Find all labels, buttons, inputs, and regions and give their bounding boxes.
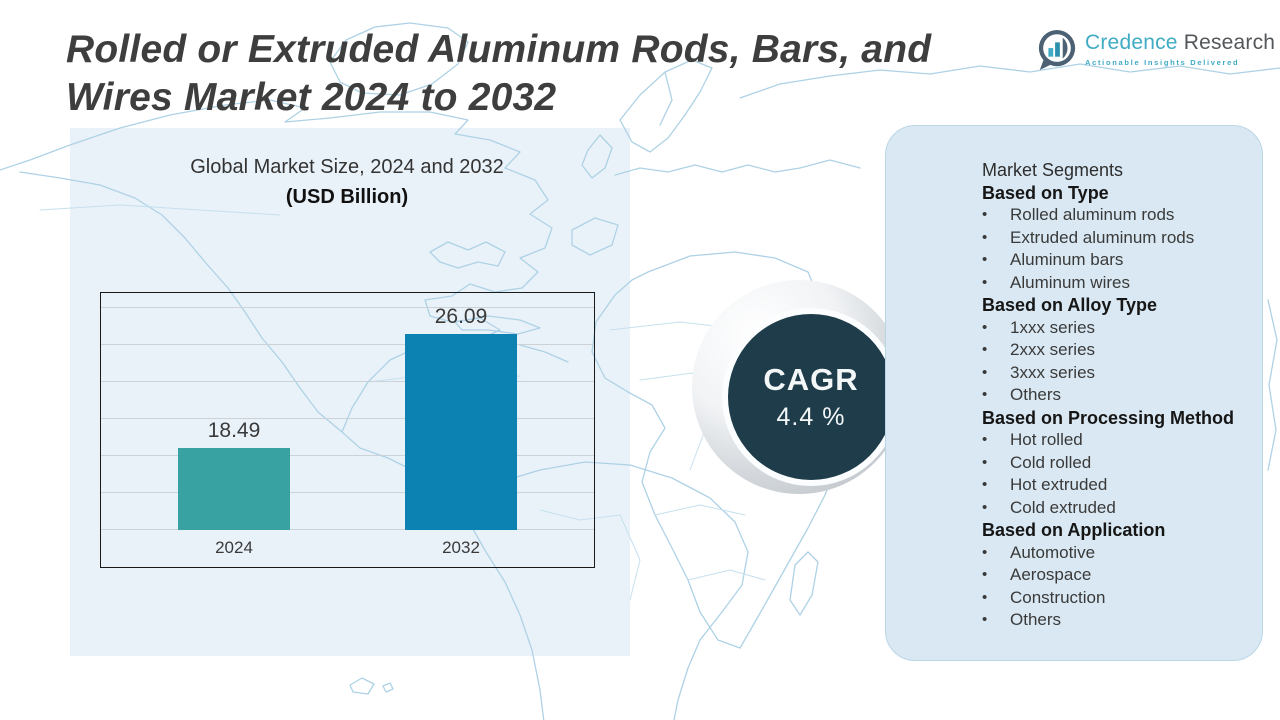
brand-text-block: Credence Research Actionable Insights De… — [1085, 28, 1275, 67]
segment-item-label: Automotive — [1010, 542, 1096, 562]
cagr-value: 4.4 % — [776, 403, 846, 431]
x-axis-labels: 2024 2032 — [101, 530, 594, 567]
bullet-icon: • — [982, 476, 988, 493]
bullet-icon: • — [982, 431, 988, 448]
segment-item: • Others — [982, 384, 1252, 407]
bullet-icon: • — [982, 588, 988, 606]
market-segments-panel: Market Segments Based on Type • Rolled alu… — [885, 125, 1263, 661]
segment-item: • Rolled aluminum rods — [982, 204, 1252, 227]
bullet-icon: • — [982, 611, 988, 628]
segment-item-label: Extruded aluminum rods — [1010, 227, 1195, 247]
x-label-2024: 2024 — [215, 538, 253, 557]
bar-2032 — [405, 334, 517, 530]
bullet-icon: • — [982, 498, 988, 516]
segment-item-label: Hot extruded — [1010, 475, 1108, 494]
segment-item: • 1xxx series — [982, 317, 1252, 340]
segment-item-label: Others — [1010, 610, 1062, 629]
page-title-line1: Rolled or Extruded Aluminum Rods, Bars, … — [66, 28, 932, 71]
segment-item: • Construction — [982, 587, 1252, 610]
bullet-icon: • — [982, 251, 988, 268]
segment-group-header: Based on Alloy Type — [982, 295, 1158, 315]
segment-item-label: Aerospace — [1010, 565, 1092, 584]
bullet-icon: • — [982, 341, 988, 358]
segment-item-label: Hot rolled — [1010, 430, 1083, 449]
segment-item: • 2xxx series — [982, 339, 1252, 362]
brand-tagline: Actionable Insights Delivered — [1085, 58, 1240, 67]
bullet-icon: • — [982, 566, 988, 583]
bullet-icon: • — [982, 273, 988, 291]
brand-name-primary: Credence — [1085, 31, 1178, 54]
chart-subtitle: (USD Billion) — [285, 186, 409, 208]
brand-logo: Credence Research Actionable Insights De… — [1036, 28, 1275, 72]
bar-2024 — [178, 448, 290, 530]
cagr-badge: CAGR 4.4 % — [722, 308, 900, 486]
segment-item: • Hot extruded — [982, 474, 1252, 497]
segment-group-header: Based on Type — [982, 182, 1109, 203]
bar-chart: 18.49 26.09 2024 2032 — [100, 292, 595, 568]
bullet-icon: • — [982, 206, 988, 223]
segment-item-label: Cold rolled — [1010, 452, 1092, 472]
x-label-2032: 2032 — [442, 538, 480, 557]
page-title: Rolled or Extruded Aluminum Rods, Bars, … — [66, 26, 1026, 122]
segment-item-label: 1xxx series — [1010, 317, 1096, 337]
bullet-icon: • — [982, 318, 988, 336]
chart-plot-area: 18.49 26.09 — [101, 293, 594, 530]
segment-item-label: 3xxx series — [1010, 362, 1096, 382]
segments-list: Market Segments Based on Type • Rolled alu… — [886, 126, 1262, 632]
segment-item: • Hot rolled — [982, 429, 1252, 452]
bar-group-2032: 26.09 — [405, 305, 517, 530]
segment-item-label: Rolled aluminum rods — [1010, 205, 1175, 224]
segments-panel-title: Market Segments — [982, 160, 1124, 180]
cagr-label: CAGR — [763, 362, 859, 397]
bar-group-2024: 18.49 — [178, 419, 290, 530]
segment-item: • Cold rolled — [982, 452, 1252, 475]
chart-title: Global Market Size, 2024 and 2032 — [190, 156, 504, 178]
segment-item: • Cold extruded — [982, 497, 1252, 520]
chart-header: Global Market Size, 2024 and 2032 (USD B… — [100, 156, 594, 209]
segment-item-label: Cold extruded — [1010, 497, 1116, 517]
segment-item-label: Others — [1010, 385, 1062, 404]
segment-item: • 3xxx series — [982, 362, 1252, 385]
segment-group-header: Based on Application — [982, 520, 1166, 540]
brand-name-secondary: Research — [1183, 31, 1276, 54]
bullet-icon: • — [982, 386, 988, 403]
bullet-icon: • — [982, 363, 988, 381]
segment-item: • Others — [982, 609, 1252, 632]
bar-value-2032: 26.09 — [434, 305, 488, 328]
segment-group-header: Based on Processing Method — [982, 407, 1235, 428]
bullet-icon: • — [982, 228, 988, 246]
segment-item: • Aluminum bars — [982, 249, 1252, 272]
segment-item: • Extruded aluminum rods — [982, 227, 1252, 250]
segment-item-label: 2xxx series — [1010, 340, 1096, 359]
bullet-icon: • — [982, 453, 988, 471]
segment-item-label: Aluminum wires — [1010, 272, 1130, 292]
segment-item-label: Aluminum bars — [1010, 250, 1124, 269]
segment-item: • Aerospace — [982, 564, 1252, 587]
brand-logo-icon — [1038, 29, 1076, 71]
segment-item: • Aluminum wires — [982, 272, 1252, 295]
brand-name: Credence Research — [1085, 31, 1275, 55]
page-title-line2: Wires Market 2024 to 2032 — [66, 76, 557, 119]
bar-value-2024: 18.49 — [207, 419, 261, 442]
segment-item-label: Construction — [1010, 587, 1106, 607]
bullet-icon: • — [982, 543, 988, 561]
segment-item: • Automotive — [982, 542, 1252, 565]
